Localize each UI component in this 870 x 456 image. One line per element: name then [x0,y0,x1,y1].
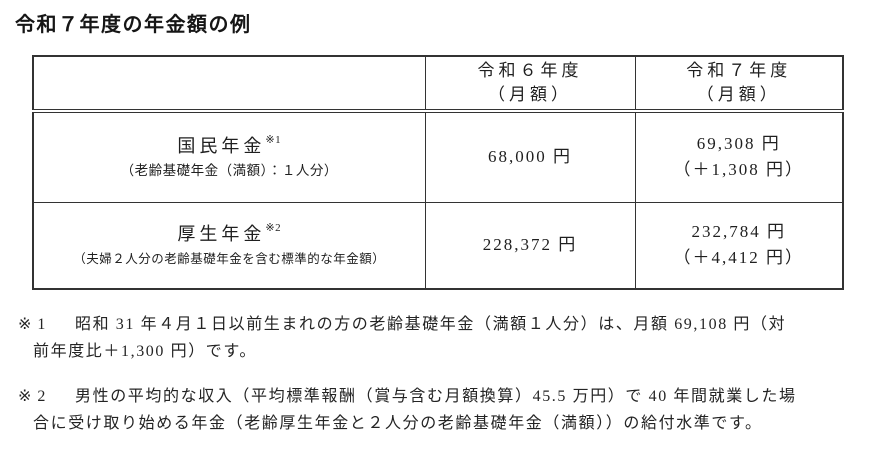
value-reiwa6-kokumin: 68,000 円 [424,110,636,203]
pension-type-description: （老齢基礎年金（満額）：１人分） [120,162,338,178]
pension-type-description: （夫婦２人分の老齢基礎年金を含む標準的な年金額） [73,251,386,266]
footnote-line: ※2 男性の平均的な収入（平均標準報酬（賞与含む月額換算）45.5 万円）で 40… [18,383,797,410]
amount-text: 232,784 円 [691,222,786,242]
pension-type-name: 厚生年金※2 [34,222,425,246]
pension-type-name: 国民年金※1 [34,134,425,158]
footnote-reference-1: ※1 [265,133,282,146]
value-reiwa6-kosei: 228,372 円 [424,201,636,290]
value-reiwa7-kokumin: 69,308 円 （＋1,308 円） [634,110,844,203]
header-monthly-label: （月額） [488,85,572,104]
row-label-cell: 国民年金※1 （老齢基礎年金（満額）：１人分） [32,110,426,203]
footnote-2: ※2 男性の平均的な収入（平均標準報酬（賞与含む月額換算）45.5 万円）で 40… [18,383,797,437]
footnote-1: ※1 昭和 31 年４月１日以前生まれの方の老齢基礎年金（満額１人分）は、月額 6… [18,311,786,365]
amount-diff-text: （＋1,308 円） [673,160,804,180]
pension-type-text: 国民年金 [177,135,266,156]
footnote-line: ※1 昭和 31 年４月１日以前生まれの方の老齢基礎年金（満額１人分）は、月額 6… [18,311,786,338]
amount-text: 228,372 円 [482,235,578,255]
table-row-kosei-nenkin: 厚生年金※2 （夫婦２人分の老齢基礎年金を含む標準的な年金額） 228,372 … [32,201,844,290]
footnote-reference-2: ※2 [265,221,282,234]
page-title: 令和７年度の年金額の例 [15,14,252,36]
header-cell-reiwa7: 令和７年度 （月額） [634,55,844,113]
pension-amount-table: 令和６年度 （月額） 令和７年度 （月額） 国民年金※1 （老齢基礎年金（満額）… [32,55,844,290]
pension-type-text: 厚生年金 [177,223,266,244]
footnote-marker: ※1 [18,316,52,333]
header-year-label: 令和７年度 [686,61,792,80]
footnote-text: 昭和 31 年４月１日以前生まれの方の老齢基礎年金（満額１人分）は、月額 69,… [75,316,787,333]
amount-text: 68,000 円 [488,147,572,167]
header-monthly-label: （月額） [696,85,781,104]
row-label-cell: 厚生年金※2 （夫婦２人分の老齢基礎年金を含む標準的な年金額） [32,201,426,290]
header-year-label: 令和６年度 [477,61,583,80]
amount-diff-text: （＋4,412 円） [673,248,804,268]
header-cell-empty [32,55,426,113]
value-reiwa7-kosei: 232,784 円 （＋4,412 円） [634,201,844,290]
table-header-row: 令和６年度 （月額） 令和７年度 （月額） [32,55,844,113]
amount-text: 69,308 円 [696,134,781,154]
table-row-kokumin-nenkin: 国民年金※1 （老齢基礎年金（満額）：１人分） 68,000 円 69,308 … [32,110,844,203]
footnote-text: 男性の平均的な収入（平均標準報酬（賞与含む月額換算）45.5 万円）で 40 年… [75,388,797,405]
footnote-marker: ※2 [18,388,52,405]
footnote-line: 合に受け取り始める年金（老齢厚生年金と２人分の老齢基礎年金（満額））の給付水準で… [33,415,763,432]
header-cell-reiwa6: 令和６年度 （月額） [424,55,636,113]
footnote-line: 前年度比＋1,300 円）です。 [33,343,258,360]
